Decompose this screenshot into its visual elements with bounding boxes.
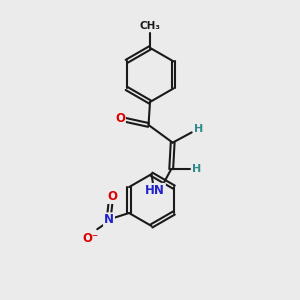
- Text: O: O: [115, 112, 125, 125]
- Text: N: N: [104, 213, 114, 226]
- Text: O⁻: O⁻: [82, 232, 99, 244]
- Text: O: O: [107, 190, 117, 203]
- Text: HN: HN: [145, 184, 165, 197]
- Text: H: H: [192, 164, 201, 174]
- Text: H: H: [194, 124, 203, 134]
- Text: CH₃: CH₃: [140, 21, 160, 31]
